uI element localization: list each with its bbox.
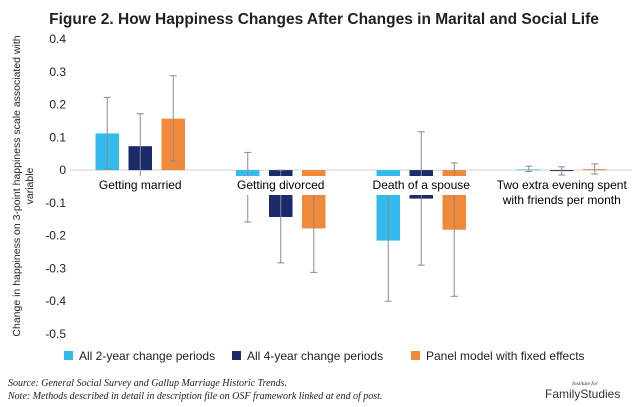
y-tick-label: 0.2 bbox=[49, 98, 66, 112]
y-tick-label: 0 bbox=[59, 163, 66, 177]
legend-label: Panel model with fixed effects bbox=[426, 349, 585, 363]
y-tick-label: 0.1 bbox=[49, 130, 66, 144]
category-label: with friends per month bbox=[502, 193, 621, 207]
chart-title: Figure 2. How Happiness Changes After Ch… bbox=[49, 11, 599, 28]
category-label: Death of a spouse bbox=[373, 178, 471, 192]
y-tick-label: -0.4 bbox=[45, 294, 66, 308]
y-tick-label: -0.1 bbox=[45, 196, 66, 210]
y-axis-label-line-2: variable bbox=[24, 167, 36, 204]
legend-swatch bbox=[232, 351, 241, 360]
y-tick-label: -0.3 bbox=[45, 261, 66, 275]
brand-small-text: Institute for bbox=[571, 380, 599, 387]
error-bars bbox=[103, 75, 599, 302]
y-axis: 0.4 0.3 0.2 0.1 0 -0.1 -0.2 -0.3 -0.4 -0.5 bbox=[45, 32, 66, 341]
category-label-bg bbox=[223, 176, 338, 195]
source-note: Source: General Social Survey and Gallup… bbox=[8, 378, 287, 389]
legend-swatch bbox=[64, 351, 73, 360]
y-tick-label: 0.3 bbox=[49, 65, 66, 79]
category-label: Getting divorced bbox=[237, 178, 324, 192]
category-label: Two extra evening spent bbox=[497, 178, 628, 192]
y-axis-label-line-1: Change in happiness on 3-point happiness… bbox=[11, 35, 23, 336]
category-label: Getting married bbox=[99, 178, 182, 192]
legend: All 2-year change periods All 4-year chan… bbox=[64, 349, 585, 363]
y-axis-label: Change in happiness on 3-point happiness… bbox=[11, 35, 36, 336]
y-tick-label: -0.2 bbox=[45, 229, 66, 243]
category-label-bg bbox=[361, 176, 482, 195]
y-tick-label: -0.5 bbox=[45, 327, 66, 341]
brand-logo: Institute for FamilyStudies bbox=[545, 380, 620, 401]
legend-label: All 4-year change periods bbox=[247, 349, 383, 363]
legend-swatch bbox=[411, 351, 420, 360]
category-label-bg bbox=[481, 176, 640, 210]
brand-name: FamilyStudies bbox=[545, 387, 620, 401]
methods-note: Note: Methods described in detail in des… bbox=[7, 391, 382, 402]
y-tick-label: 0.4 bbox=[49, 32, 66, 46]
category-label-bg bbox=[86, 176, 194, 195]
category-labels: Getting married Getting divorced Death of … bbox=[86, 176, 640, 210]
legend-label: All 2-year change periods bbox=[79, 349, 215, 363]
